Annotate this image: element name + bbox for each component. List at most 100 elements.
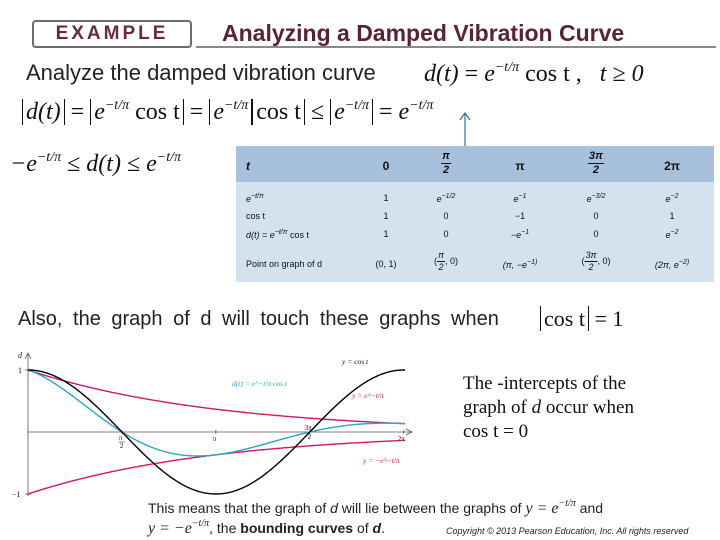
tick-2pi: 2π — [398, 435, 406, 443]
x-axis-arrow — [405, 428, 413, 436]
leq-2: ≤ — [126, 151, 141, 177]
label-neg-envelope: y = −e^−t/π — [362, 456, 400, 465]
table-cell: e−3/2 — [586, 193, 606, 204]
equals-sign: = — [464, 61, 479, 87]
b1d: y = e — [525, 500, 559, 517]
b2d: bounding curves — [240, 520, 354, 536]
table-cell: −1 — [514, 211, 526, 221]
value-table: t 0 π 2 π 3π 2 2π e−t/π 1 e−1/2 e−1 e−3/2 e−2 cos t 1 0… — [236, 146, 714, 282]
exp-base-2: e — [213, 99, 224, 125]
neg-exponent: −t/π — [36, 150, 62, 165]
b1e: −t/π — [558, 498, 576, 509]
b2b: −t/π — [191, 518, 210, 529]
table-cell: 0 — [443, 211, 449, 221]
intro-equation: d(t) = e−t/π cos t , t ≥ 0 — [424, 60, 644, 88]
label-envelope: y = e^−t/π — [351, 391, 384, 400]
table-cell: e−2 — [665, 193, 679, 204]
b1f: and — [575, 500, 604, 516]
up-arrow-icon — [459, 111, 471, 146]
tick-3pi2-num: 3π — [305, 424, 313, 432]
row-label: e−t/π — [246, 193, 264, 204]
page-title: Analyzing a Damped Vibration Curve — [222, 20, 625, 46]
y-axis-label: d — [18, 351, 23, 360]
b2e: of — [353, 520, 373, 536]
copyright-text: Copyright © 2013 Pearson Education, Inc.… — [446, 526, 689, 536]
intercept-note: The -intercepts of the graph of d occur … — [463, 372, 703, 444]
point-cell: (0, 1) — [375, 259, 397, 269]
exp-base-3: e — [334, 99, 345, 125]
equals-3: = — [378, 99, 393, 125]
envelope-curve — [27, 369, 406, 425]
equals-one: = 1 — [594, 306, 624, 331]
damped-curve — [27, 369, 406, 457]
domain-condition: t ≥ 0 — [599, 61, 644, 87]
d-of-t: d(t) — [424, 61, 459, 87]
table-cell: 0 — [593, 211, 599, 221]
note-line-1: The -intercepts of the — [463, 373, 627, 394]
tick-pi: π — [213, 435, 217, 443]
d-middle: d(t) — [86, 151, 121, 177]
header-rule — [196, 46, 716, 48]
exponent-3: −t/π — [344, 98, 369, 113]
b1c: will lie between the graphs of — [337, 500, 526, 516]
negative-envelope-curve — [27, 439, 406, 495]
b1a: This means that the graph of — [148, 500, 331, 516]
point-cell: (3π 2, 0) — [581, 250, 611, 272]
exponent-4: −t/π — [409, 98, 434, 113]
row-label: cos t — [246, 211, 266, 221]
neg-exp: −e — [10, 151, 37, 177]
note-line-2c: occur when — [541, 397, 634, 418]
tick-3pi2-den: 2 — [308, 433, 312, 441]
point-cell: (π 2, 0) — [433, 250, 459, 272]
label-damped: d(t) = e^−t/π cos t — [232, 379, 288, 388]
table-cell: e−1/2 — [436, 193, 456, 204]
header-value: 2π — [664, 159, 680, 173]
table-cell: 1 — [383, 229, 389, 239]
tick-label-m1: −1 — [12, 490, 21, 498]
tick-pi2-den: 2 — [120, 442, 124, 450]
table-cell: e−2 — [665, 229, 679, 240]
point-cell: (2π, e−2) — [654, 259, 690, 270]
bottom-line-1: This means that the graph of d will lie … — [148, 498, 603, 518]
abs-cos-t: cos t — [540, 306, 589, 331]
example-badge: EXAMPLE — [32, 20, 192, 48]
points-label: Point on graph of d — [246, 259, 323, 269]
header-value: π — [515, 159, 525, 173]
equals-1: = — [70, 99, 85, 125]
also-text: Also, the graph of d will touch these gr… — [18, 308, 499, 330]
bottom-line-2: y = −e−t/π, the bounding curves of d. — [148, 518, 385, 538]
equals-2: = — [189, 99, 204, 125]
inequality-2: −e−t/π ≤ d(t) ≤ e−t/π — [10, 150, 181, 178]
table-cell: −e−1 — [510, 229, 530, 240]
cos-curve — [27, 369, 406, 495]
exponent: −t/π — [494, 60, 520, 75]
b1b: d — [330, 500, 338, 516]
header-value: 0 — [382, 159, 390, 173]
intro-text: Analyze the damped vibration curve — [26, 60, 376, 85]
cos-term: cos t , — [525, 61, 582, 87]
b2f: d — [372, 520, 382, 536]
leq-sign: ≤ — [310, 99, 325, 125]
cos-1: cos t — [135, 99, 180, 125]
table-cell: 1 — [383, 211, 389, 221]
inequality-1: d(t) = e−t/π cos t = e−t/π cos t ≤ e−t/π … — [22, 98, 433, 126]
note-line-2a: graph of — [463, 397, 532, 418]
b2g: . — [381, 520, 385, 536]
exp-base-4: e — [398, 99, 410, 125]
point-cell: (π, −e−1) — [502, 259, 538, 270]
b2c: , the — [209, 520, 241, 536]
tick-label-1: 1 — [18, 366, 22, 375]
leq-1: ≤ — [67, 151, 81, 177]
exponent-2: −t/π — [223, 98, 249, 113]
tick-pi2-num: π — [119, 434, 123, 442]
note-line-3: cos t = 0 — [463, 421, 529, 442]
also-equation: cos t = 1 — [540, 306, 623, 332]
b2a: y = −e — [148, 520, 192, 537]
pos-exponent: −t/π — [156, 150, 182, 165]
label-cos: y = cos t — [341, 357, 369, 366]
header-value: 3π 2 — [588, 150, 604, 176]
header-t: t — [246, 159, 250, 173]
table-cell: 1 — [669, 211, 675, 221]
